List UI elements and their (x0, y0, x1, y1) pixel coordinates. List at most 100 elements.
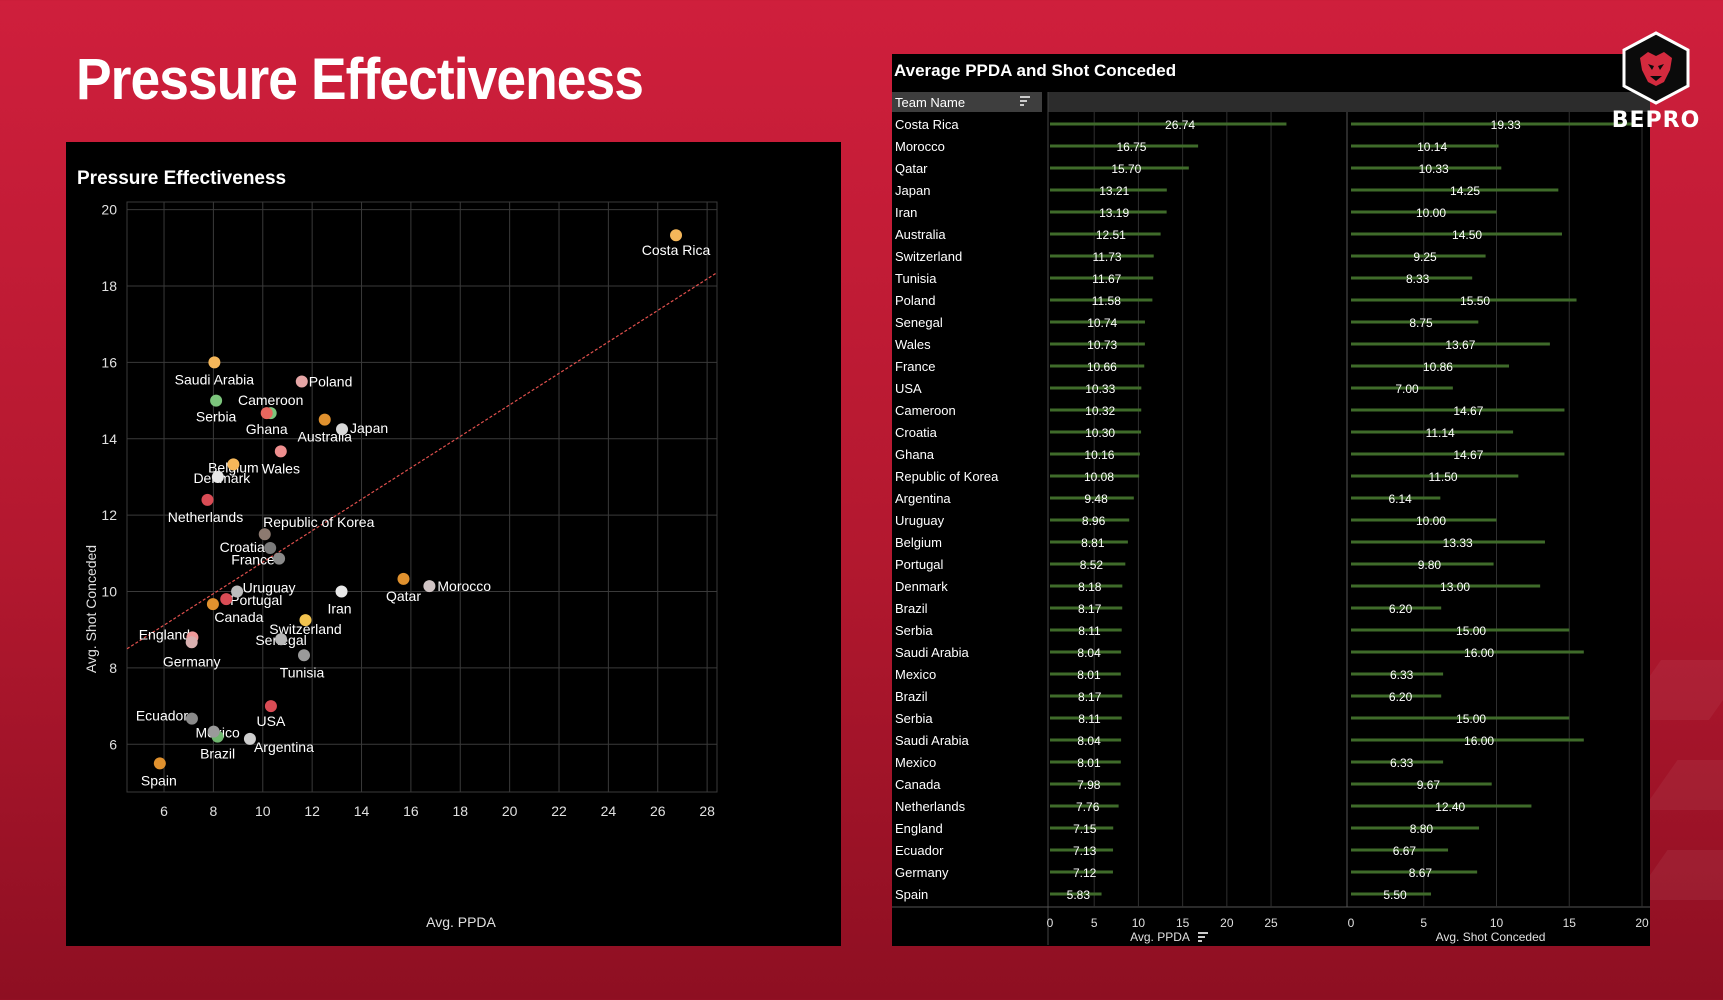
shots-tick-label: 0 (1348, 916, 1355, 930)
y-tick-label: 6 (109, 736, 117, 752)
shots-value-label: 5.50 (1383, 888, 1407, 902)
team-name-cell: Saudi Arabia (895, 645, 969, 660)
page-title: Pressure Effectiveness (76, 47, 644, 112)
scatter-plot-area: 6 8 10 12 14 16 18 20 22 24 26 28 6 8 10 12 14 16 18 20 (101, 201, 718, 819)
point-label: Iran (327, 601, 351, 617)
x-tick-label: 26 (650, 803, 666, 819)
shots-value-label: 11.50 (1428, 470, 1457, 484)
bar-table-panel: Average PPDA and Shot Conceded Team Name… (892, 54, 1650, 946)
ppda-value-label: 8.01 (1077, 668, 1101, 682)
ppda-bar (1050, 474, 1140, 478)
ppda-value-label: 8.01 (1077, 756, 1101, 770)
shots-bar (1351, 628, 1570, 632)
ppda-tick-label: 25 (1264, 916, 1278, 930)
shots-bar (1351, 298, 1577, 302)
point-label: Canada (214, 609, 263, 625)
point-label: Tunisia (280, 664, 325, 680)
x-tick-label: 14 (354, 803, 370, 819)
ppda-value-label: 13.19 (1099, 206, 1129, 220)
ppda-value-label: 10.32 (1085, 404, 1115, 418)
ppda-value-label: 15.70 (1111, 162, 1141, 176)
ppda-bar (1050, 430, 1142, 434)
table-row: Denmark 8.18 13.00 (895, 579, 1541, 594)
ppda-bar (1050, 694, 1123, 698)
x-tick-label: 10 (255, 803, 271, 819)
scatter-labels: Costa RicaMoroccoQatarJapanIranAustralia… (136, 242, 711, 788)
ppda-bar (1050, 496, 1134, 500)
ppda-value-label: 9.48 (1084, 492, 1108, 506)
point-label: Switzerland (269, 621, 341, 637)
data-point (206, 598, 219, 611)
shots-value-label: 6.14 (1388, 492, 1412, 506)
y-tick-label: 12 (101, 507, 117, 523)
ppda-value-label: 8.11 (1078, 712, 1101, 726)
team-name-cell: Iran (895, 205, 917, 220)
plot-frame (126, 201, 718, 793)
table-row: Morocco 16.75 10.14 (895, 139, 1499, 154)
shots-value-label: 10.33 (1419, 162, 1449, 176)
y-tick-label: 10 (101, 584, 117, 600)
shots-bar (1351, 650, 1584, 654)
shots-bar (1351, 254, 1486, 258)
ppda-tick-label: 20 (1220, 916, 1234, 930)
column-header: Team Name (895, 95, 965, 110)
ppda-value-label: 7.13 (1073, 844, 1097, 858)
shots-bar (1351, 386, 1453, 390)
table-row: Netherlands 7.76 12.40 (895, 799, 1532, 814)
data-point (274, 445, 287, 458)
table-rows: Costa Rica 26.74 19.33 Morocco 16.75 10.14 Qat… (895, 117, 1633, 902)
shots-bar (1351, 694, 1442, 698)
shots-bar (1351, 540, 1545, 544)
shots-bar (1351, 474, 1519, 478)
shots-bar (1351, 188, 1559, 192)
shots-value-label: 6.33 (1390, 756, 1414, 770)
team-name-cell: Morocco (895, 139, 945, 154)
data-point (208, 356, 221, 369)
y-tick-label: 20 (101, 202, 117, 218)
ppda-bar (1050, 342, 1145, 346)
team-name-cell: Senegal (895, 315, 943, 330)
shots-value-label: 10.00 (1416, 206, 1446, 220)
shots-bar (1351, 364, 1510, 368)
table-row: Tunisia 11.67 8.33 (895, 271, 1473, 286)
x-tick-label: 8 (210, 803, 218, 819)
x-tick-label: 20 (502, 803, 518, 819)
data-point (336, 423, 349, 436)
point-label: Spain (141, 772, 177, 788)
table-row: Saudi Arabia 8.04 16.00 (895, 645, 1584, 660)
ppda-value-label: 11.67 (1092, 272, 1121, 286)
ppda-bar (1050, 188, 1167, 192)
table-row: England 7.15 8.80 (895, 821, 1480, 836)
ppda-value-label: 8.18 (1078, 580, 1102, 594)
point-label: Croatia (220, 539, 265, 555)
ppda-bar (1050, 892, 1102, 896)
data-point (264, 541, 277, 554)
team-name-cell: Cameroon (895, 403, 956, 418)
sort-icon-bar (1020, 100, 1027, 102)
ppda-bar (1050, 672, 1121, 676)
team-name-cell: Qatar (895, 161, 928, 176)
team-name-cell: Spain (895, 887, 928, 902)
shots-value-label: 16.00 (1464, 734, 1494, 748)
table-row: Costa Rica 26.74 19.33 (895, 117, 1633, 132)
shots-bar (1351, 826, 1480, 830)
shots-bar (1351, 782, 1492, 786)
shots-bar (1351, 122, 1633, 126)
shots-value-label: 14.50 (1452, 228, 1482, 242)
ppda-value-label: 10.73 (1087, 338, 1117, 352)
ppda-value-label: 10.16 (1084, 448, 1114, 462)
data-point (258, 528, 271, 541)
trend-line (126, 272, 718, 650)
point-label: Uruguay (243, 580, 296, 596)
x-tick-label: 24 (601, 803, 617, 819)
shots-value-label: 13.00 (1440, 580, 1470, 594)
team-name-cell: Wales (895, 337, 931, 352)
shots-value-label: 8.75 (1409, 316, 1433, 330)
shots-bar (1351, 760, 1444, 764)
ppda-axis-title: Avg. PPDA (1130, 930, 1190, 944)
point-label: Wales (262, 460, 300, 476)
ppda-tick-label: 10 (1132, 916, 1146, 930)
data-point (423, 580, 436, 593)
data-point (231, 585, 244, 598)
ppda-bar (1050, 518, 1130, 522)
